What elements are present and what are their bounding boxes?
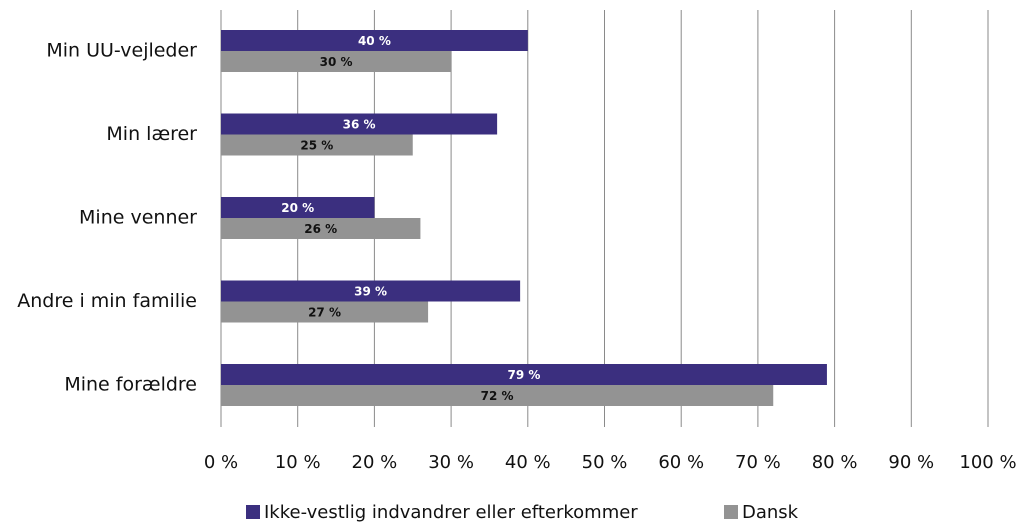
bar (221, 30, 528, 51)
bar (221, 51, 452, 72)
category-label: Mine venner (79, 207, 197, 229)
value-label: 40 % (358, 34, 391, 48)
value-label: 25 % (300, 139, 333, 153)
bar (221, 301, 429, 323)
bar (221, 280, 521, 302)
bar (221, 218, 421, 239)
value-label: 72 % (481, 389, 514, 403)
legend-swatch (724, 505, 738, 519)
value-label: 20 % (281, 201, 314, 215)
value-label: 79 % (508, 368, 541, 382)
legend-label: Dansk (742, 502, 799, 523)
category-label: Andre i min familie (17, 290, 197, 312)
legend-label: Ikke-vestlig indvandrer eller efterkomme… (264, 502, 638, 523)
legend-swatch (246, 505, 260, 519)
category-label: Min lærer (106, 123, 197, 145)
category-label: Min UU-vejleder (46, 40, 197, 62)
bar (221, 134, 413, 156)
value-label: 36 % (343, 118, 376, 132)
value-label: 27 % (308, 306, 341, 320)
value-label: 30 % (320, 55, 353, 69)
bar (221, 385, 774, 406)
x-tick-label: 60 % (658, 452, 704, 473)
bar (221, 197, 375, 218)
value-label: 39 % (354, 285, 387, 299)
bar (221, 113, 498, 135)
bar (221, 364, 827, 385)
category-label: Mine forældre (64, 374, 197, 396)
x-tick-label: 90 % (888, 452, 934, 473)
x-tick-label: 30 % (428, 452, 474, 473)
x-tick-label: 40 % (505, 452, 551, 473)
x-tick-label: 70 % (735, 452, 781, 473)
x-tick-label: 0 % (204, 452, 238, 473)
value-label: 26 % (304, 222, 337, 236)
x-tick-label: 80 % (812, 452, 858, 473)
x-tick-label: 20 % (352, 452, 398, 473)
x-tick-label: 10 % (275, 452, 321, 473)
x-tick-label: 100 % (959, 452, 1016, 473)
x-tick-label: 50 % (582, 452, 628, 473)
